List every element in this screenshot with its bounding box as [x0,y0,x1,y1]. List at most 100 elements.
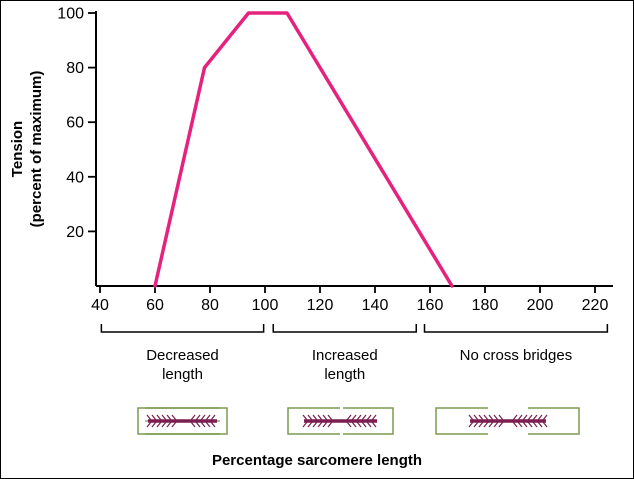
myosin-head [361,421,367,428]
actin-filament [528,407,580,435]
myosin-head [161,414,167,421]
myosin-head [322,421,328,428]
x-axis-title: Percentage sarcomere length [212,452,422,469]
x-tick-label: 200 [527,297,554,314]
myosin-head [493,421,499,428]
myosin-head [488,421,494,428]
x-tick-label: 80 [201,297,219,314]
myosin-head [205,414,211,421]
myosin-head [473,414,479,421]
y-axis-title-line1: Tension [9,121,26,177]
myosin-head [371,421,377,428]
myosin-head [195,421,201,428]
myosin-head [512,414,518,421]
myosin-head [351,414,357,421]
myosin-head [205,421,211,428]
x-tick-label: 220 [582,297,609,314]
myosin-head [317,414,323,421]
sarcomere-increased-length-icon [287,407,394,435]
actin-filament [287,407,340,435]
myosin-head [312,421,318,428]
y-tick-label: 100 [57,6,84,23]
myosin-head [371,414,377,421]
myosin-head [366,421,372,428]
myosin-head [478,414,484,421]
myosin-head [512,421,518,428]
region-label-0: length [162,366,203,383]
y-axis-title-line2: (percent of maximum) [28,71,45,228]
myosin-head [307,421,313,428]
myosin-head [200,414,206,421]
myosin-head [317,421,323,428]
myosin-head [498,414,504,421]
myosin-head [468,421,474,428]
myosin-head [473,421,479,428]
myosin-head [327,421,333,428]
myosin-head [356,414,362,421]
myosin-head [527,421,533,428]
myosin-head [478,421,484,428]
myosin-head [498,421,504,428]
series-tension-curve [153,11,454,288]
myosin-head [171,421,177,428]
myosin-head [351,421,357,428]
myosin-head [537,414,543,421]
myosin-head [156,414,162,421]
myosin-head [361,414,367,421]
myosin-head [210,414,216,421]
x-tick-label: 160 [417,297,444,314]
myosin-head [532,414,538,421]
myosin-head [190,414,196,421]
actin-filament [343,407,394,435]
myosin-head [542,421,548,428]
myosin-head [356,421,362,428]
sarcomere-no-cross-bridges-icon [435,407,580,435]
myosin-head [146,414,152,421]
myosin-head [156,421,162,428]
myosin-head [542,414,548,421]
myosin-head [517,421,523,428]
x-tick-label: 60 [146,297,164,314]
x-tick-label: 100 [252,297,279,314]
myosin-head [366,414,372,421]
myosin-head [171,414,177,421]
myosin-head [161,421,167,428]
myosin-head [166,414,172,421]
myosin-head [488,414,494,421]
myosin-head [327,414,333,421]
region-bracket-1 [272,324,417,333]
myosin-head [517,414,523,421]
myosin-head [200,421,206,428]
myosin-head [483,421,489,428]
myosin-head [302,414,308,421]
myosin-head [190,421,196,428]
x-tick-label: 120 [307,297,334,314]
myosin-head [346,414,352,421]
myosin-head [322,414,328,421]
y-tick-label: 80 [66,60,84,77]
region-bracket-0 [100,324,265,333]
region-label-1: Increased [312,347,378,364]
myosin-head [346,421,352,428]
x-tick-label: 40 [91,297,109,314]
myosin-head [210,421,216,428]
myosin-head [151,414,157,421]
myosin-head [493,414,499,421]
myosin-head [522,421,528,428]
myosin-head [527,414,533,421]
region-label-1: length [324,366,365,383]
region-label-2: No cross bridges [460,347,573,364]
actin-filament [145,407,228,435]
y-tick-label: 20 [66,224,84,241]
myosin-head [532,421,538,428]
myosin-head [312,414,318,421]
region-bracket-2 [423,324,609,333]
myosin-head [307,414,313,421]
y-tick-label: 40 [66,169,84,186]
y-tick-label: 60 [66,115,84,132]
x-tick-label: 180 [472,297,499,314]
myosin-head [537,421,543,428]
myosin-head [195,414,201,421]
myosin-head [302,421,308,428]
